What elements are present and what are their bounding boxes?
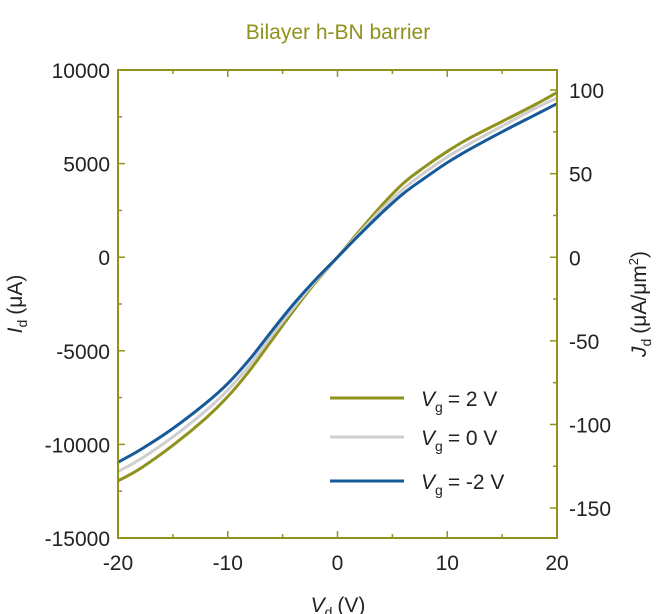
legend-item-m2v: Vg = -2 V — [330, 471, 504, 498]
y-right-tick-label: 100 — [569, 80, 604, 103]
y-right-unit-sup: 2 — [626, 258, 641, 265]
y-right-tick-label: -50 — [569, 331, 599, 354]
x-tick-label: 0 — [332, 552, 344, 575]
y-left-tick-label: -10000 — [45, 434, 110, 457]
x-axis-unit: (V) — [337, 594, 365, 614]
y-right-unit-pre: (μA/μm — [628, 265, 651, 334]
y-left-tick-label: 0 — [98, 247, 110, 270]
legend-sub-2v: g — [435, 399, 443, 415]
legend-sub-0v: g — [435, 438, 443, 454]
series-line-2 — [117, 102, 558, 464]
plot-frame — [117, 69, 558, 539]
x-axis-sub: d — [325, 604, 333, 614]
x-axis-title: Vd (V) — [311, 594, 366, 614]
y-right-tick-label: -150 — [569, 498, 611, 521]
ticks-layer: -20 -10 0 10 201000050000-5000-10000-1500010… — [45, 60, 611, 575]
series-line-0 — [117, 91, 558, 483]
y-right-sub: d — [638, 339, 654, 347]
legend-item-2v: Vg = 2 V — [330, 388, 497, 415]
chart-title: Bilayer h-BN barrier — [246, 21, 430, 44]
legend-sub-m2v: g — [435, 482, 443, 498]
x-tick-label: -20 — [103, 552, 133, 575]
svg-text:Vg= 0 V: Vg = 0 V — [421, 427, 497, 454]
y-right-tick-label: 0 — [569, 247, 581, 270]
legend-symbol-m2v: V — [421, 471, 437, 494]
svg-text:Vg= -2 V: Vg = -2 V — [421, 471, 504, 498]
y-right-unit-post: ) — [628, 251, 651, 258]
x-axis-symbol: V — [311, 594, 327, 614]
y-right-axis-title: Jd (μA/μm2) — [626, 251, 654, 358]
legend-label-2v: = 2 V — [448, 388, 498, 411]
series-layer — [117, 91, 558, 483]
legend-label-m2v: = -2 V — [448, 471, 505, 494]
y-left-tick-label: 5000 — [63, 154, 110, 177]
legend-symbol-0v: V — [421, 427, 437, 450]
x-tick-label: -10 — [213, 552, 243, 575]
y-left-axis-title: Id (μA) — [4, 275, 30, 334]
x-tick-label: 20 — [545, 552, 568, 575]
y-left-tick-label: 10000 — [52, 60, 110, 83]
legend-symbol-2v: V — [421, 388, 437, 411]
y-left-sub: d — [14, 320, 30, 328]
x-tick-label: 10 — [436, 552, 459, 575]
series-line-1 — [117, 96, 558, 473]
legend-item-0v: Vg = 0 V — [330, 427, 497, 454]
y-right-symbol: J — [628, 346, 651, 358]
svg-text:Vg= 2 V: Vg = 2 V — [421, 388, 497, 415]
legend: Vg = 2 V Vg = 0 V Vg = -2 V — [330, 388, 504, 498]
y-left-unit: (μA) — [4, 275, 27, 315]
y-left-tick-label: -15000 — [45, 528, 110, 551]
y-right-tick-label: -100 — [569, 414, 611, 437]
y-left-tick-label: -5000 — [56, 341, 110, 364]
legend-label-0v: = 0 V — [448, 427, 498, 450]
y-right-tick-label: 50 — [569, 164, 592, 187]
y-left-symbol: I — [4, 327, 27, 333]
